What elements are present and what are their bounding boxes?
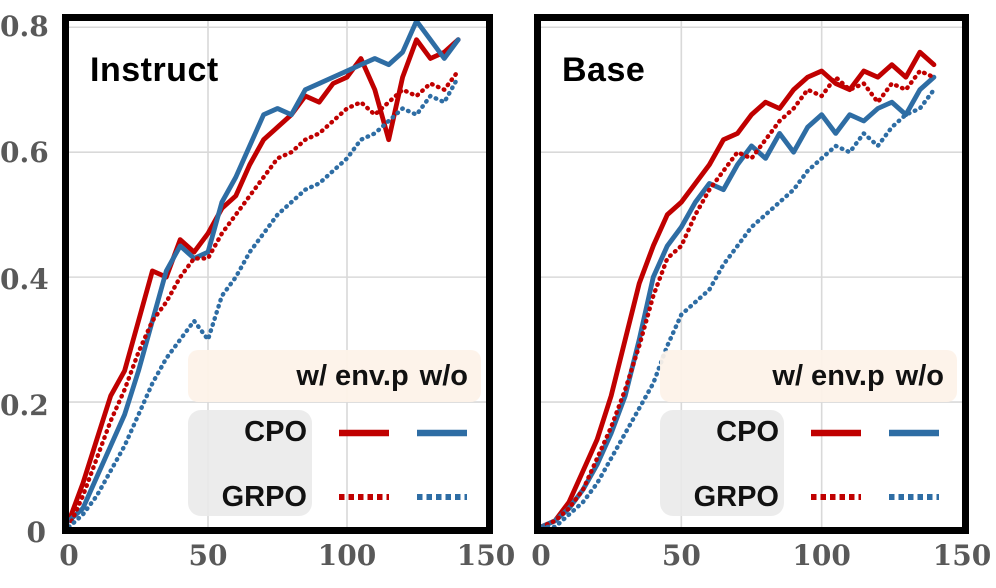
series-cpo-w-o: [541, 74, 937, 527]
y-tick-label: 0.8: [0, 9, 49, 43]
x-tick-label: 150: [932, 539, 992, 572]
x-tick-label: 100: [792, 539, 851, 572]
y-tick-label: 0.4: [0, 262, 49, 296]
y-axis: 0 0.2 0.4 0.6 0.8: [0, 0, 49, 588]
x-tick-label: 50: [661, 539, 701, 572]
panel-title-instruct: Instruct: [90, 51, 219, 89]
plot-area-base: [541, 21, 962, 527]
series-cpo-w-env-p: [541, 49, 937, 527]
series-grpo-w-o: [69, 75, 461, 527]
x-tick-label: 150: [456, 539, 516, 572]
y-tick-label: 0.6: [0, 136, 49, 170]
y-tick-label: 0: [26, 516, 46, 549]
x-tick-label: 100: [317, 539, 377, 572]
x-axis-instruct: 0 50 100 150: [59, 539, 515, 579]
series-grpo-w-env-p: [541, 68, 937, 527]
panel-instruct: Instruct w/ env.p w/o CPO GRPO 0 50 100 150: [59, 14, 515, 572]
x-tick-label: 0: [59, 539, 79, 572]
series-grpo-w-o: [541, 87, 937, 527]
series-grpo-w-env-p: [69, 68, 461, 527]
panel-base: Base w/ env.p w/o CPO GRPO 0 50 100 150: [531, 14, 991, 572]
plot-area-instruct: [69, 21, 486, 527]
panel-title-base: Base: [562, 51, 646, 89]
x-axis-base: 0 50 100 150: [531, 539, 991, 579]
x-tick-label: 50: [188, 539, 228, 572]
x-tick-label: 0: [531, 539, 551, 572]
series-cpo-w-o: [69, 21, 461, 524]
y-tick-label: 0.2: [0, 389, 49, 423]
